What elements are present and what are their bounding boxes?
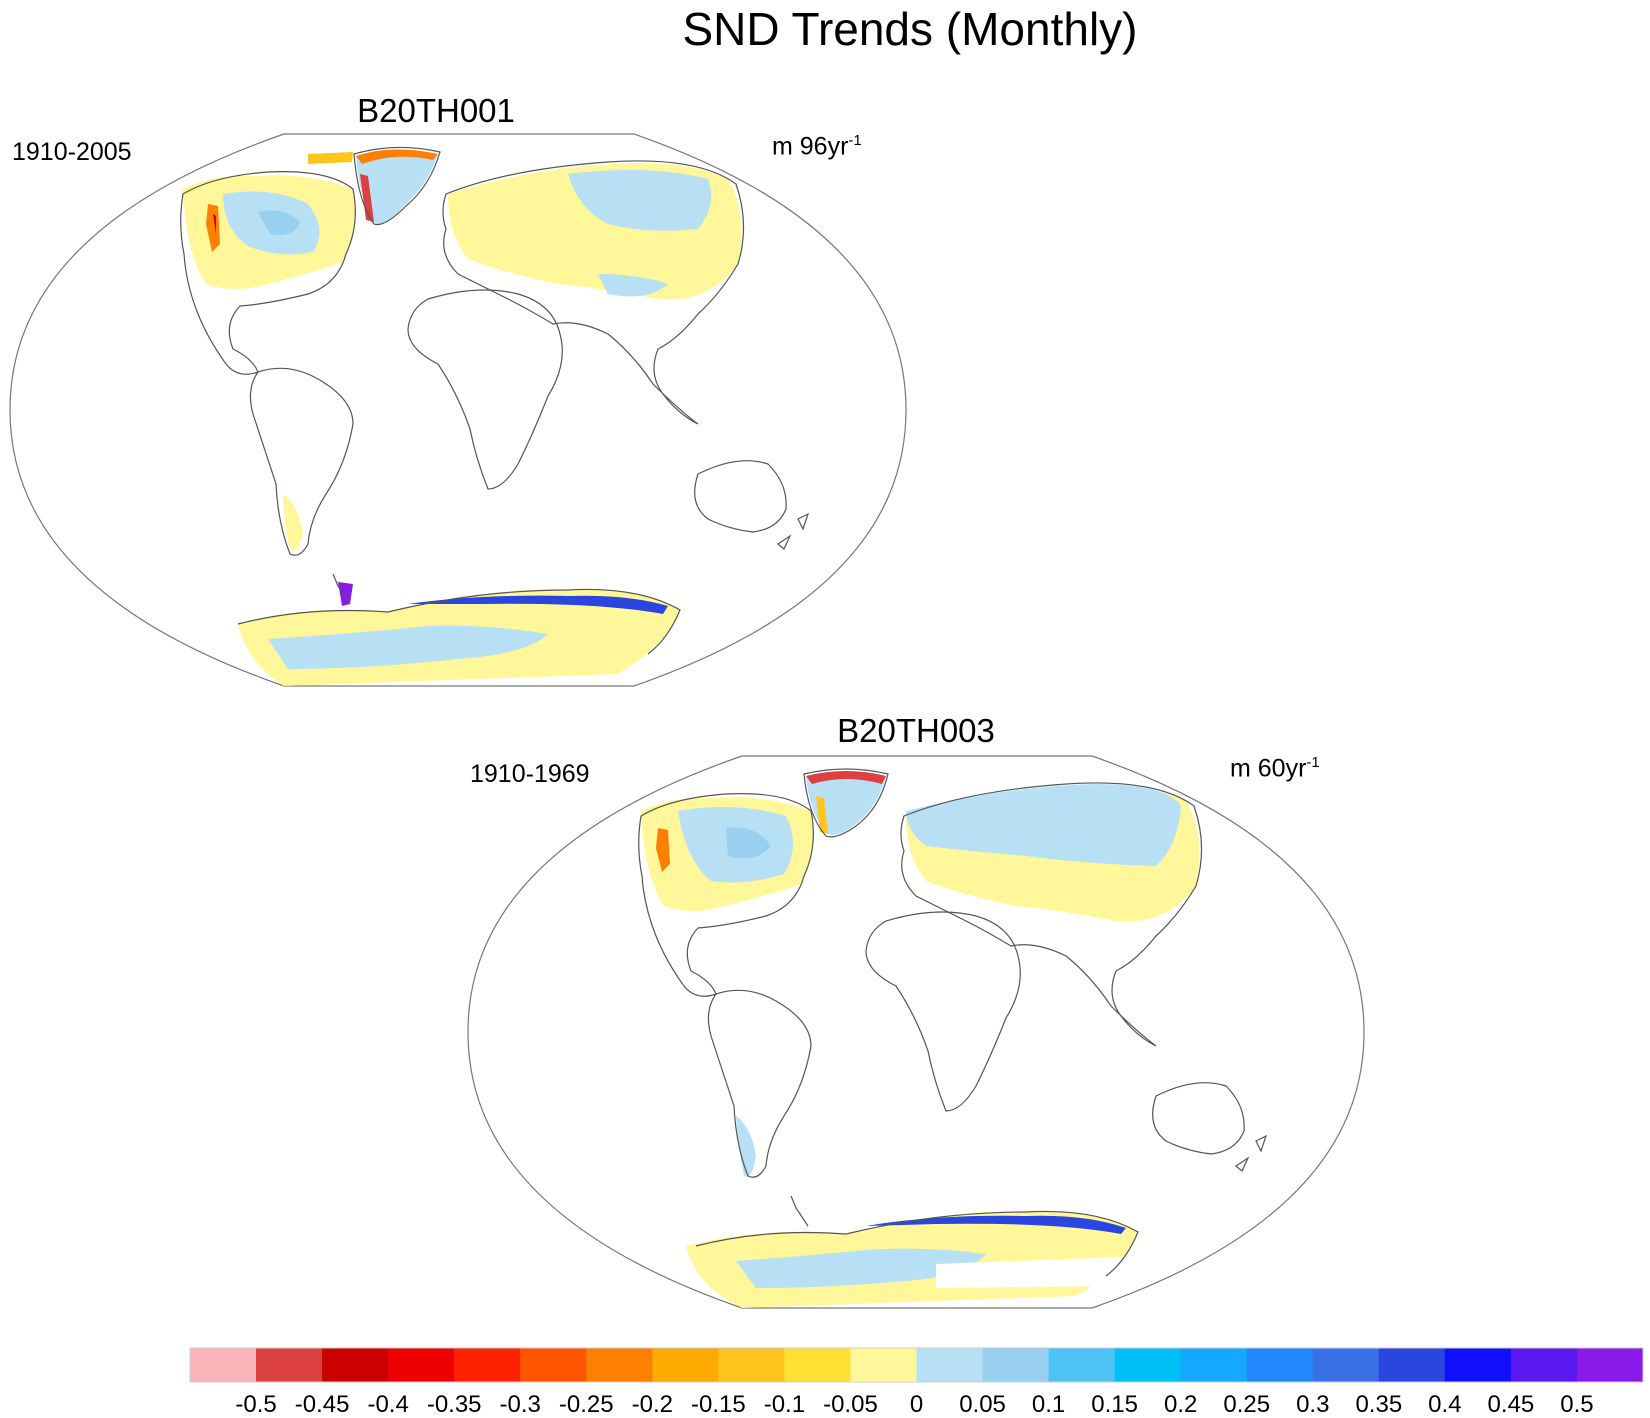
colorbar-tick-label: -0.25 xyxy=(559,1391,614,1418)
colorbar-swatch xyxy=(1378,1348,1446,1382)
colorbar-tick-label: 0.1 xyxy=(1032,1391,1065,1418)
colorbar-tick-label: -0.35 xyxy=(427,1391,482,1418)
colorbar-tick-label: 0.35 xyxy=(1355,1391,1402,1418)
colorbar-swatch xyxy=(1444,1348,1512,1382)
snow-trend-field xyxy=(183,149,742,686)
colorbar-swatch xyxy=(256,1348,323,1382)
colorbar-tick-label: -0.3 xyxy=(500,1391,541,1418)
colorbar-swatch xyxy=(1576,1348,1644,1382)
colorbar-swatch xyxy=(1114,1348,1182,1382)
colorbar-tick-label: 0.15 xyxy=(1091,1391,1138,1418)
panel-1-period: 1910-2005 xyxy=(12,138,132,166)
colorbar-tick-label: 0.5 xyxy=(1560,1391,1593,1418)
colorbar-tick-label: -0.4 xyxy=(367,1391,408,1418)
colorbar-swatch xyxy=(1510,1348,1578,1382)
colorbar-swatch xyxy=(586,1348,653,1382)
snow-trend-field xyxy=(641,771,1200,1308)
coastlines xyxy=(180,146,810,655)
panel-1-title: B20TH001 xyxy=(357,92,515,129)
colorbar-tick-label: 0 xyxy=(910,1391,923,1418)
colorbar-swatch xyxy=(1312,1348,1380,1382)
colorbar-swatch xyxy=(520,1348,587,1382)
colorbar-tick-label: 0.2 xyxy=(1164,1391,1197,1418)
panel-2-units: m 60yr-1 xyxy=(1230,754,1320,783)
panel-1-units: m 96yr-1 xyxy=(772,132,862,161)
chart-title: SND Trends (Monthly) xyxy=(682,3,1138,55)
colorbar-swatch xyxy=(718,1348,785,1382)
panel-1-units-exp: -1 xyxy=(848,132,862,149)
colorbar-tick-label: 0.45 xyxy=(1488,1391,1535,1418)
colorbar-tick-label: -0.2 xyxy=(632,1391,673,1418)
panel-2-period: 1910-1969 xyxy=(470,760,590,788)
colorbar-tick-label: -0.05 xyxy=(823,1391,878,1418)
colorbar-frame xyxy=(189,1347,1644,1383)
colorbar-swatch xyxy=(190,1348,257,1382)
colorbar-swatch xyxy=(1246,1348,1314,1382)
colorbar-swatch xyxy=(652,1348,719,1382)
panel-1-units-text: m 96yr xyxy=(772,132,849,161)
colorbar-swatch xyxy=(388,1348,455,1382)
colorbar-tick-label: -0.15 xyxy=(691,1391,746,1418)
colorbar-tick-label: 0.4 xyxy=(1428,1391,1461,1418)
colorbar-swatch xyxy=(916,1348,983,1382)
colorbar-tick-label: 0.25 xyxy=(1223,1391,1270,1418)
panel-2-title: B20TH003 xyxy=(837,712,995,749)
colorbar-swatch xyxy=(1048,1348,1116,1382)
colorbar-swatch xyxy=(322,1348,389,1382)
colorbar-swatch xyxy=(982,1348,1049,1382)
colorbar-tick-label: 0.05 xyxy=(959,1391,1006,1418)
panel-1-map xyxy=(9,133,907,687)
panel-2-map xyxy=(467,755,1365,1309)
colorbar-swatch xyxy=(1180,1348,1248,1382)
colorbar-swatch xyxy=(454,1348,521,1382)
panel-2-units-text: m 60yr xyxy=(1230,754,1307,783)
panel-2-units-exp: -1 xyxy=(1306,754,1320,771)
colorbar-swatch xyxy=(850,1348,917,1382)
colorbar-tick-label: -0.1 xyxy=(764,1391,805,1418)
colorbar-tick-label: -0.45 xyxy=(295,1391,350,1418)
colorbar-tick-label: 0.3 xyxy=(1296,1391,1329,1418)
colorbar-tick-label: -0.5 xyxy=(235,1391,276,1418)
coastlines xyxy=(638,768,1268,1277)
colorbar-swatch xyxy=(784,1348,851,1382)
